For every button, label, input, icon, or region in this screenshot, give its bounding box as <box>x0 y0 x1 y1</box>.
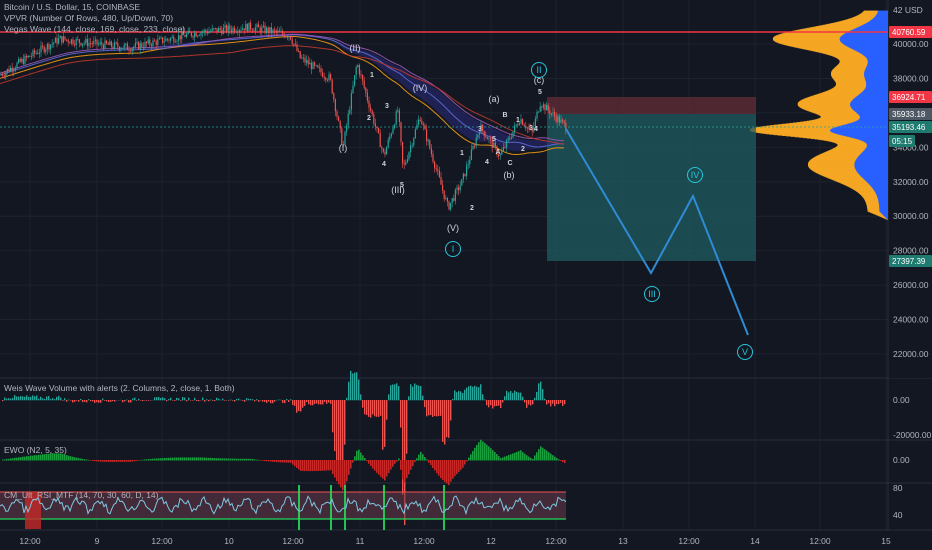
price-tick-label: 38000.00 <box>893 73 929 83</box>
wave-label: (c) <box>534 75 545 85</box>
time-tick-label: 9 <box>95 536 100 546</box>
wave-sub-label: B <box>502 112 507 119</box>
main-legend: Bitcoin / U.S. Dollar, 15, COINBASE VPVR… <box>4 2 185 35</box>
wave-circle-marker <box>445 241 461 257</box>
price-tick-label: 22000.00 <box>893 349 929 359</box>
ewo-legend[interactable]: EWO (N2, 5, 35) <box>4 445 67 456</box>
time-tick-label: 12:00 <box>809 536 831 546</box>
indicator-panes: 0.00 -20000.00 0.00 80 40 <box>0 370 932 530</box>
weis-axis-label: 0.00 <box>893 395 910 405</box>
weis-legend-label: Weis Wave Volume with alerts (2. Columns… <box>4 383 235 393</box>
price-tag: 05:15 <box>889 135 915 147</box>
vegas-legend[interactable]: Vegas Wave (144, close, 169, close, 233,… <box>4 24 186 34</box>
time-tick-label: 12:00 <box>282 536 304 546</box>
ewo-legend-label: EWO (N2, 5, 35) <box>4 445 67 455</box>
weis-legend[interactable]: Weis Wave Volume with alerts (2. Columns… <box>4 383 235 394</box>
wave-projection-path <box>565 128 749 336</box>
wave-label-circled: I <box>452 244 455 254</box>
take-profit-zone <box>547 114 756 261</box>
wave-label-circled: II <box>536 65 541 75</box>
wave-sub-label: 5 <box>538 89 542 96</box>
price-tick-label: 24000.00 <box>893 315 929 325</box>
wave-label: (b) <box>504 170 515 180</box>
time-axis[interactable]: 12:00 9 12:00 10 12:00 11 12:00 12 12:00 13 12:00 1… <box>19 536 891 546</box>
time-tick-label: 12:00 <box>151 536 173 546</box>
wave-sub-label: 4 <box>382 161 386 168</box>
price-tick-label: 30000.00 <box>893 211 929 221</box>
weis-axis-label: -20000.00 <box>893 430 932 440</box>
time-tick-label: 12:00 <box>545 536 567 546</box>
symbol-title[interactable]: Bitcoin / U.S. Dollar, 15, COINBASE <box>4 2 141 12</box>
wave-label: (II) <box>350 43 361 53</box>
wave-label-circled: III <box>648 289 656 299</box>
wave-circle-marker <box>687 167 703 183</box>
price-candles <box>0 19 567 212</box>
time-tick-label: 12:00 <box>678 536 700 546</box>
price-tag-label: 35933.18 <box>892 110 926 119</box>
wave-sub-label: 1 <box>516 117 520 124</box>
wave-label: (I) <box>339 143 348 153</box>
elliott-wave-labels: (I)(II)(III)(IV)(V)(a)(b)(c)IIIIIIIVV123… <box>339 43 753 360</box>
rsi-legend-label: CM_Ult_RSI_MTF (14, 70, 30, 60, D, 14) <box>4 490 159 500</box>
wave-sub-label: 5 <box>492 136 496 143</box>
wave-sub-label: 2 <box>470 205 474 212</box>
rsi-axis-label: 80 <box>893 483 903 493</box>
price-tag-label: 35193.46 <box>892 123 926 132</box>
price-tag: 35193.46 <box>889 121 932 133</box>
rsi-legend[interactable]: CM_Ult_RSI_MTF (14, 70, 30, 60, D, 14) <box>4 490 158 501</box>
price-tick-label: 28000.00 <box>893 246 929 256</box>
price-tag-label: 40760.59 <box>892 28 926 37</box>
price-tick-label: 40000.00 <box>893 39 929 49</box>
time-tick-label: 12:00 <box>413 536 435 546</box>
time-tick-label: 14 <box>750 536 760 546</box>
price-tag-label: 36924.71 <box>892 93 926 102</box>
vpvr-legend[interactable]: VPVR (Number Of Rows, 480, Up/Down, 70) <box>4 13 174 23</box>
time-tick-label: 11 <box>356 536 365 546</box>
wave-sub-label: 3 <box>478 126 482 133</box>
time-tick-label: 12:00 <box>19 536 41 546</box>
stop-loss-zone <box>547 97 756 114</box>
wave-label-circled: IV <box>691 170 700 180</box>
time-tick-label: 15 <box>881 536 891 546</box>
price-tag: 36924.71 <box>889 91 932 103</box>
wave-circle-marker <box>644 286 660 302</box>
price-unit-label: 42 USD <box>893 5 923 15</box>
wave-label: (IV) <box>413 83 428 93</box>
price-tick-label: 34000.00 <box>893 142 929 152</box>
wave-circle-marker <box>737 344 753 360</box>
time-tick-label: 10 <box>224 536 234 546</box>
time-tick-label: 12 <box>486 536 496 546</box>
wave-sub-label: 4 <box>485 159 489 166</box>
wave-sub-label: 4 <box>534 126 538 133</box>
wave-label: (a) <box>489 94 500 104</box>
price-axis[interactable]: 42 USD40000.0038000.0036000.0034000.0032… <box>889 0 932 378</box>
rsi-axis-label: 40 <box>893 510 903 520</box>
wave-sub-label: 2 <box>521 146 525 153</box>
vpvr-profile <box>749 10 888 220</box>
price-tag-label: 05:15 <box>892 137 913 146</box>
wave-sub-label: A <box>495 149 500 156</box>
ewo-axis-label: 0.00 <box>893 455 910 465</box>
price-tick-label: 26000.00 <box>893 280 929 290</box>
price-tick-label: 32000.00 <box>893 177 929 187</box>
wave-sub-label: 5 <box>400 182 404 189</box>
wave-label: (V) <box>447 223 459 233</box>
wave-sub-label: 1 <box>460 150 464 157</box>
wave-label: (III) <box>391 185 405 195</box>
wave-sub-label: C <box>507 160 512 167</box>
wave-sub-label: 3 <box>529 125 533 132</box>
wave-sub-label: 2 <box>367 115 371 122</box>
wave-label-circled: V <box>742 347 748 357</box>
price-tag: 27397.39 <box>889 255 932 267</box>
wave-sub-label: 1 <box>370 72 374 79</box>
wave-sub-label: 3 <box>385 103 389 110</box>
time-tick-label: 13 <box>618 536 628 546</box>
price-tag-label: 27397.39 <box>892 257 926 266</box>
wave-circle-marker <box>531 62 547 78</box>
price-tag: 35933.18 <box>889 108 932 120</box>
price-tag: 40760.59 <box>889 26 932 38</box>
